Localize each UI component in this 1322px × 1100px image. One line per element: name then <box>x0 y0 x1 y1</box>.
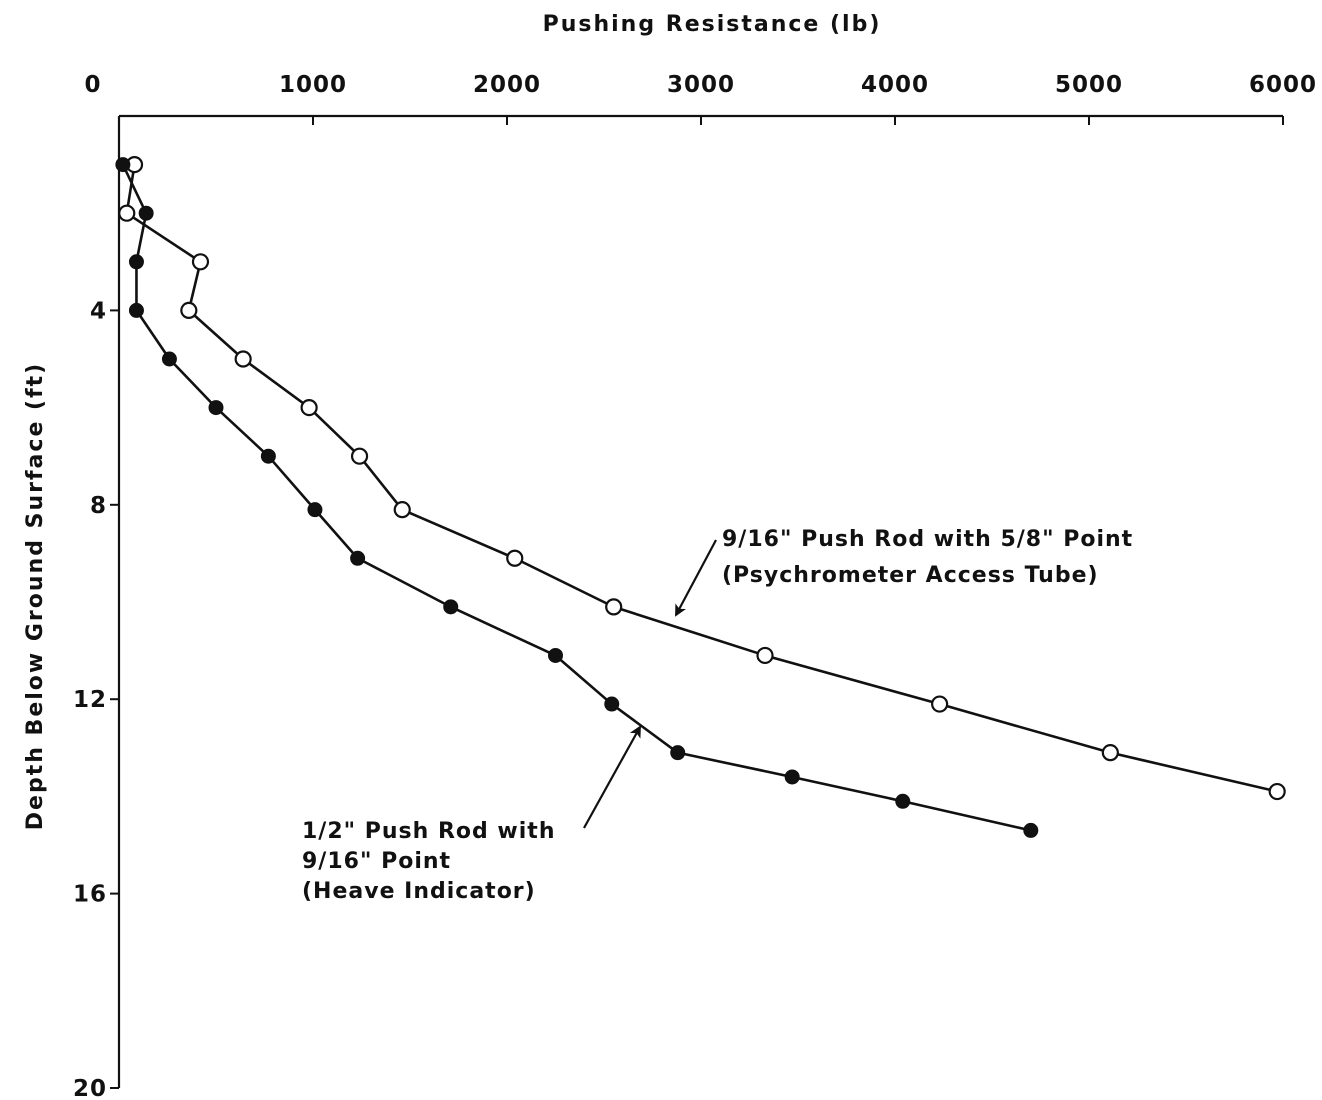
filled-circle-point <box>260 448 276 464</box>
filled-circle-point <box>128 254 144 270</box>
annotation-psychrometer-line-2: (Psychrometer Access Tube) <box>722 563 1099 588</box>
filled-circle-point <box>350 550 366 566</box>
open-circle-point <box>180 301 198 319</box>
filled-circle-point <box>670 745 686 761</box>
series-2-line <box>121 164 1032 832</box>
y-tick-label: 16 <box>73 882 107 908</box>
filled-circle-point <box>138 205 154 221</box>
x-tick-label: 1000 <box>279 72 347 98</box>
open-circle-point <box>931 695 949 713</box>
annotation-heave-line-1: 1/2" Push Rod with <box>302 819 555 844</box>
x-tick-label: 4000 <box>861 72 929 98</box>
x-tick-label: 6000 <box>1249 72 1317 98</box>
annotation-heave-indicator: 1/2" Push Rod with 9/16" Point (Heave In… <box>302 725 641 904</box>
open-circle-point <box>506 549 524 567</box>
open-circle-point <box>350 447 369 465</box>
open-circle-point <box>191 253 210 271</box>
y-tick-label: 20 <box>73 1076 107 1100</box>
filled-circle-point <box>548 647 563 663</box>
y-tick-label: 12 <box>73 687 107 713</box>
x-tick-label: 2000 <box>473 72 541 98</box>
filled-circle-point <box>208 400 224 416</box>
open-circle-point <box>234 350 252 368</box>
y-axis-label: Depth Below Ground Surface (ft) <box>23 362 48 830</box>
annotation-heave-line-3: (Heave Indicator) <box>302 879 536 904</box>
filled-circle-point <box>307 502 323 518</box>
filled-circle-point <box>115 157 131 173</box>
series-1 <box>118 156 1286 801</box>
y-tick-label: 4 <box>90 298 107 324</box>
filled-circle-point <box>1023 822 1039 838</box>
annotation-arrow-psychrometer <box>675 539 717 617</box>
axes-layer: 0 1000 2000 3000 4000 5000 6000 4 8 12 16 20 <box>73 72 1317 1100</box>
filled-circle-point <box>128 302 144 318</box>
filled-circle-point <box>895 793 911 809</box>
filled-circle-point <box>604 696 620 712</box>
series-2 <box>115 157 1039 838</box>
open-circle-point <box>118 204 136 222</box>
open-circle-point <box>605 598 623 616</box>
filled-circle-point <box>443 599 459 615</box>
series-layer <box>115 156 1286 838</box>
x-tick-label: 3000 <box>667 72 735 98</box>
x-axis-label: Pushing Resistance (lb) <box>543 12 882 37</box>
open-circle-point <box>300 399 318 417</box>
open-circle-point <box>1101 744 1119 762</box>
x-tick-label: 5000 <box>1055 72 1123 98</box>
x-tick-label: 0 <box>84 72 101 98</box>
filled-circle-point <box>161 351 177 367</box>
series-1-line <box>125 164 1278 793</box>
y-tick-label: 8 <box>90 493 107 519</box>
filled-circle-point <box>784 769 800 785</box>
open-circle-point <box>1268 782 1286 801</box>
annotation-heave-line-2: 9/16" Point <box>302 849 451 874</box>
annotation-psychrometer-line-1: 9/16" Push Rod with 5/8" Point <box>722 527 1133 552</box>
open-circle-point <box>393 501 411 519</box>
annotation-psychrometer: 9/16" Push Rod with 5/8" Point (Psychrom… <box>675 527 1133 617</box>
open-circle-point <box>756 646 774 665</box>
annotation-arrow-heave-indicator <box>583 725 641 829</box>
